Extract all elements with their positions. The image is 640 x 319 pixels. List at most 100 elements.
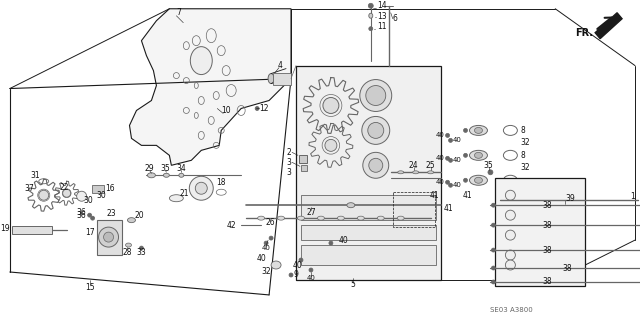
Text: 40: 40 xyxy=(436,132,445,138)
Text: 21: 21 xyxy=(179,189,189,198)
Text: 9: 9 xyxy=(293,271,298,279)
Ellipse shape xyxy=(190,47,212,75)
Text: 3: 3 xyxy=(286,158,291,167)
Circle shape xyxy=(506,190,515,200)
Polygon shape xyxy=(129,9,291,165)
Bar xyxy=(301,225,436,240)
Circle shape xyxy=(329,241,333,245)
Text: 38: 38 xyxy=(542,201,552,210)
Circle shape xyxy=(463,129,467,132)
Circle shape xyxy=(366,85,386,106)
Circle shape xyxy=(449,158,452,162)
Text: 40: 40 xyxy=(262,245,271,251)
Ellipse shape xyxy=(179,173,184,177)
Circle shape xyxy=(363,152,388,178)
Circle shape xyxy=(506,210,515,220)
Circle shape xyxy=(369,158,383,172)
Text: 16: 16 xyxy=(106,184,115,193)
Text: 41: 41 xyxy=(444,204,453,213)
Circle shape xyxy=(309,268,313,272)
Text: 32: 32 xyxy=(520,138,530,147)
Text: 41: 41 xyxy=(463,191,472,200)
Circle shape xyxy=(255,107,259,110)
Text: 7: 7 xyxy=(177,8,181,17)
Bar xyxy=(12,226,52,234)
Circle shape xyxy=(492,248,495,252)
Text: 25: 25 xyxy=(426,161,435,170)
Ellipse shape xyxy=(170,195,183,202)
Circle shape xyxy=(463,153,467,157)
Text: 32: 32 xyxy=(261,268,271,277)
Ellipse shape xyxy=(147,173,156,178)
Circle shape xyxy=(449,183,452,187)
Circle shape xyxy=(492,203,495,207)
Circle shape xyxy=(88,213,92,217)
Bar xyxy=(301,165,307,171)
Circle shape xyxy=(39,190,49,200)
Text: 6: 6 xyxy=(393,14,397,23)
Circle shape xyxy=(289,273,293,277)
Circle shape xyxy=(362,116,390,145)
Ellipse shape xyxy=(317,216,324,220)
Circle shape xyxy=(264,241,268,245)
Text: 40: 40 xyxy=(452,137,461,143)
Text: 28: 28 xyxy=(123,248,132,256)
Text: 26: 26 xyxy=(265,218,275,226)
Text: 36: 36 xyxy=(77,208,86,217)
Circle shape xyxy=(104,232,113,242)
Text: 8: 8 xyxy=(520,126,525,135)
Text: 40: 40 xyxy=(436,179,445,185)
Ellipse shape xyxy=(377,216,384,220)
Circle shape xyxy=(488,170,493,175)
Text: FR.: FR. xyxy=(575,28,593,38)
Text: 31: 31 xyxy=(30,171,40,180)
Bar xyxy=(495,178,585,286)
Text: 19: 19 xyxy=(0,224,10,233)
Ellipse shape xyxy=(413,171,419,174)
Circle shape xyxy=(463,178,467,182)
Text: 37: 37 xyxy=(24,184,34,193)
Text: 32: 32 xyxy=(520,163,530,172)
Circle shape xyxy=(506,260,515,270)
Text: 30: 30 xyxy=(97,191,106,200)
Text: 12: 12 xyxy=(259,104,269,113)
Text: 3: 3 xyxy=(286,168,291,177)
Ellipse shape xyxy=(397,171,404,174)
Text: 40: 40 xyxy=(307,275,316,281)
Circle shape xyxy=(506,230,515,240)
Text: 11: 11 xyxy=(377,22,387,31)
Ellipse shape xyxy=(278,216,285,220)
Circle shape xyxy=(449,138,452,142)
Text: 23: 23 xyxy=(106,209,116,218)
Text: SE03 A3800: SE03 A3800 xyxy=(490,307,533,313)
Text: 36: 36 xyxy=(77,211,86,220)
Circle shape xyxy=(445,180,449,184)
Bar xyxy=(301,245,436,265)
Text: 39: 39 xyxy=(565,194,575,203)
Text: 15: 15 xyxy=(84,284,95,293)
Bar xyxy=(97,220,122,255)
Ellipse shape xyxy=(337,216,344,220)
Ellipse shape xyxy=(298,216,305,220)
Text: 1: 1 xyxy=(630,192,635,201)
Circle shape xyxy=(77,191,86,201)
Text: 29: 29 xyxy=(145,164,154,173)
Text: 41: 41 xyxy=(430,191,440,200)
Text: 13: 13 xyxy=(377,12,387,21)
Circle shape xyxy=(368,122,384,138)
Ellipse shape xyxy=(474,177,483,183)
Text: 42: 42 xyxy=(227,221,236,230)
Text: 38: 38 xyxy=(542,246,552,255)
Text: 8: 8 xyxy=(520,151,525,160)
Ellipse shape xyxy=(470,175,488,185)
Circle shape xyxy=(492,280,495,284)
Ellipse shape xyxy=(470,150,488,160)
Circle shape xyxy=(492,223,495,227)
Circle shape xyxy=(269,236,273,240)
Ellipse shape xyxy=(474,127,483,133)
Circle shape xyxy=(325,139,337,151)
Bar xyxy=(393,192,435,227)
Text: 4: 4 xyxy=(278,61,283,70)
Circle shape xyxy=(368,3,373,8)
Ellipse shape xyxy=(369,13,372,18)
